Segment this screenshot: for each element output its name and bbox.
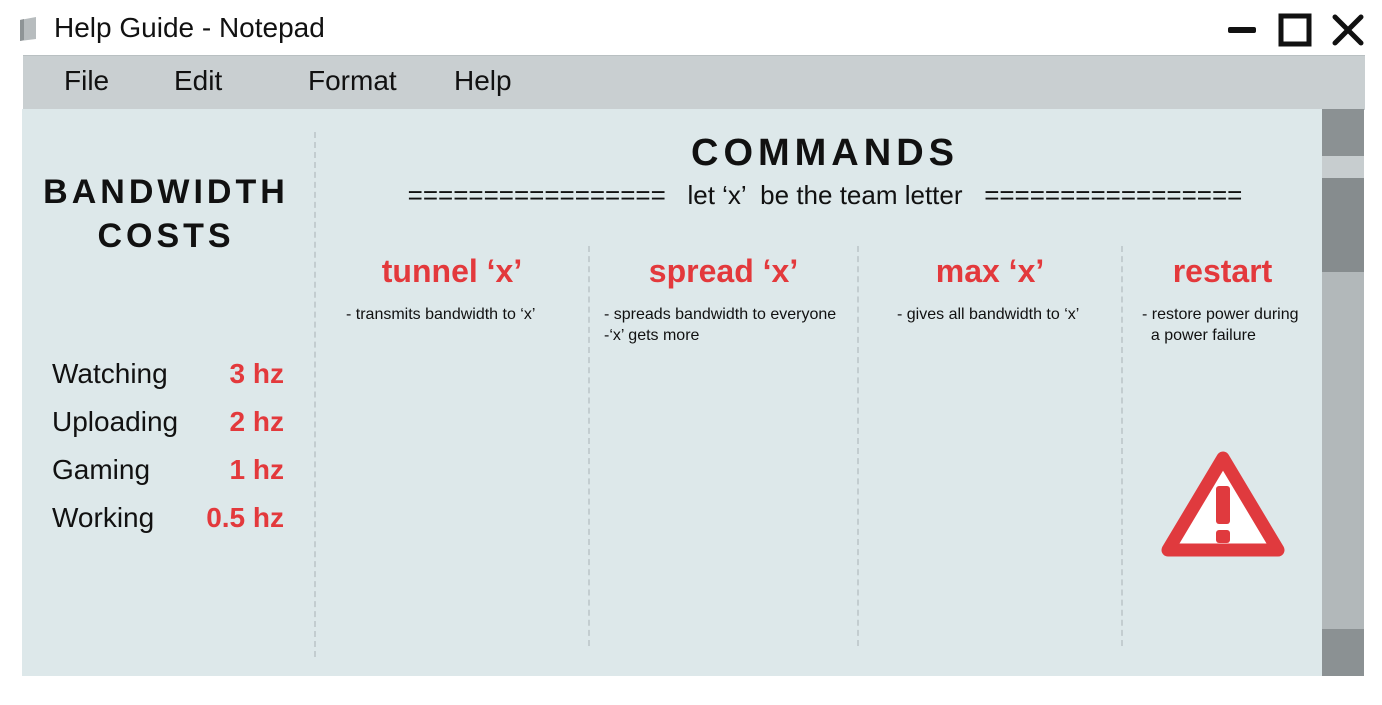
command-restart-desc: - restore power during a power failure [1142, 306, 1299, 344]
scroll-track[interactable] [1322, 156, 1364, 178]
menu-file[interactable]: File [64, 65, 110, 96]
menu-format[interactable]: Format [308, 65, 397, 96]
window-title: Help Guide - Notepad [54, 12, 325, 43]
cost-label-working: Working [52, 502, 155, 533]
bandwidth-title-line1: BANDWIDTH [43, 173, 289, 211]
command-tunnel-name: tunnel ‘x’ [381, 253, 523, 289]
notepad-icon [18, 17, 38, 41]
scroll-up-button[interactable] [1322, 109, 1364, 156]
commands-subtitle: ================= let ‘x’ be the team le… [407, 180, 1243, 210]
divider-col-3 [1121, 246, 1123, 646]
text-area[interactable] [22, 109, 1322, 676]
menu-bar: File Edit Format Help [23, 55, 1365, 110]
command-max-name: max ‘x’ [935, 253, 1045, 289]
close-button[interactable] [1328, 10, 1368, 50]
menu-edit[interactable]: Edit [174, 65, 223, 96]
divider-left [314, 132, 316, 657]
command-restart-name: restart [1172, 253, 1273, 289]
cost-value-working: 0.5 hz [206, 502, 284, 533]
cost-label-uploading: Uploading [52, 406, 179, 437]
maximize-button[interactable] [1275, 10, 1315, 50]
divider-col-1 [588, 246, 590, 646]
scroll-thumb[interactable] [1322, 178, 1364, 272]
cost-label-gaming: Gaming [52, 454, 151, 485]
cost-label-watching: Watching [52, 358, 168, 389]
minimize-icon [1228, 27, 1256, 33]
scroll-down-button[interactable] [1322, 629, 1364, 676]
menu-help[interactable]: Help [454, 65, 512, 96]
command-spread-desc: - spreads bandwidth to everyone -‘x’ get… [604, 306, 837, 344]
close-icon [1332, 14, 1364, 46]
cost-value-gaming: 1 hz [229, 454, 284, 485]
command-max-desc: - gives all bandwidth to ‘x’ [897, 306, 1080, 323]
command-spread-name: spread ‘x’ [648, 253, 799, 289]
minimize-button[interactable] [1222, 10, 1262, 50]
commands-heading: COMMANDS [691, 132, 959, 174]
bandwidth-title-line2: COSTS [97, 217, 235, 255]
cost-value-uploading: 2 hz [229, 406, 284, 437]
command-tunnel-desc: - transmits bandwidth to ‘x’ [346, 306, 536, 323]
bandwidth-costs-heading: BANDWIDTH COSTS [36, 170, 296, 258]
cost-value-watching: 3 hz [229, 358, 284, 389]
warning-icon [1160, 448, 1286, 560]
maximize-icon [1278, 13, 1312, 47]
title-bar: Help Guide - Notepad [0, 0, 1382, 56]
vertical-scrollbar[interactable] [1322, 109, 1364, 676]
divider-col-2 [857, 246, 859, 646]
